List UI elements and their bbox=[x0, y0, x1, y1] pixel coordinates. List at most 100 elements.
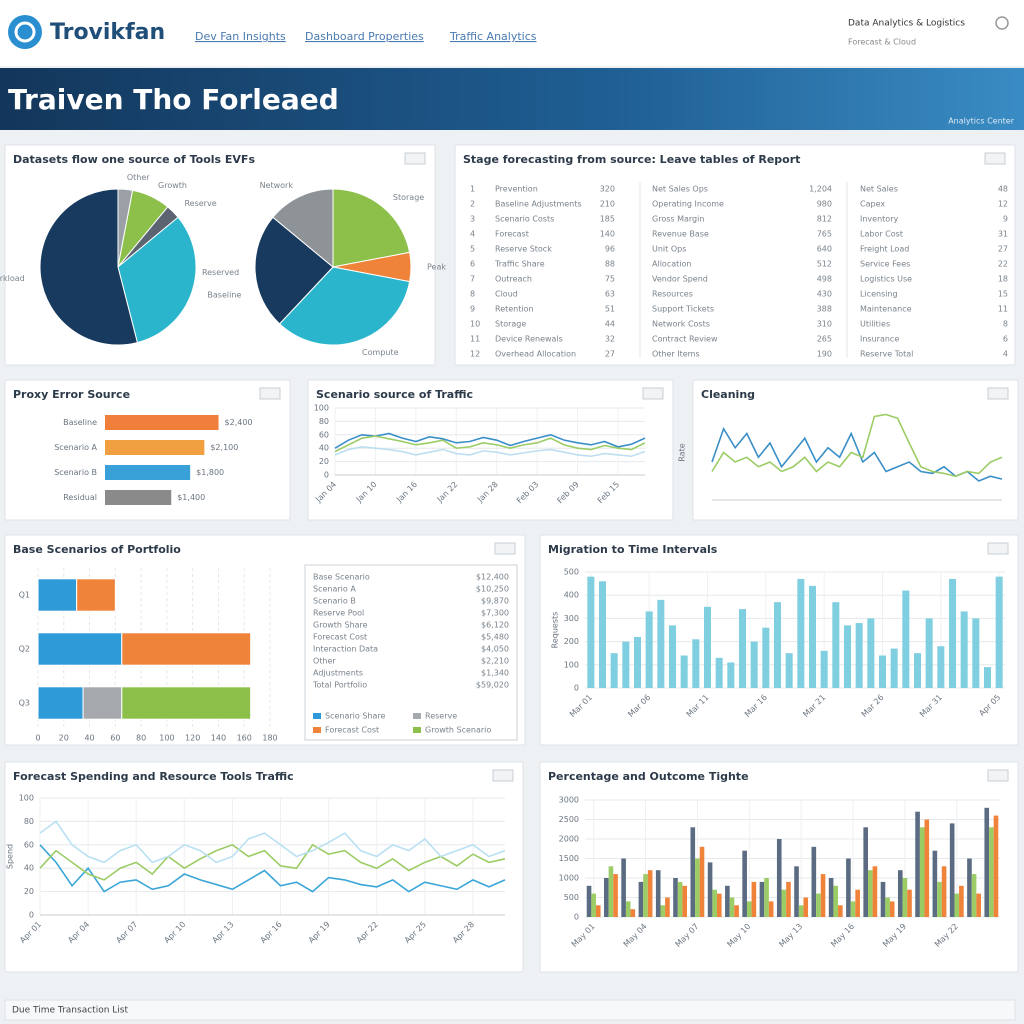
table-cell: 32 bbox=[605, 335, 615, 344]
table-cell: Support Tickets bbox=[652, 305, 714, 314]
bar bbox=[785, 653, 793, 688]
y-tick-label: 40 bbox=[24, 864, 34, 873]
side-table-cell: $9,870 bbox=[481, 597, 509, 606]
line-series bbox=[711, 426, 1003, 482]
bar bbox=[995, 576, 1003, 688]
nav-link[interactable]: Dev Fan Insights bbox=[195, 30, 286, 43]
table-cell: 63 bbox=[605, 290, 615, 299]
pie-slice bbox=[332, 188, 411, 268]
bar bbox=[976, 893, 981, 917]
y-tick-label: 0 bbox=[324, 471, 329, 480]
nav-link[interactable]: Traffic Analytics bbox=[449, 30, 537, 43]
bar bbox=[673, 878, 678, 917]
table-cell: Reserve Total bbox=[860, 350, 913, 359]
bar-segment bbox=[37, 578, 78, 612]
bar bbox=[587, 576, 595, 688]
panel bbox=[307, 379, 674, 521]
side-table-cell: $6,120 bbox=[481, 621, 509, 630]
table-cell: 640 bbox=[817, 245, 832, 254]
panel-menu-button[interactable] bbox=[642, 387, 664, 400]
panel-menu-button[interactable] bbox=[259, 387, 281, 400]
category-label: Scenario A bbox=[54, 443, 97, 452]
bar bbox=[599, 581, 606, 688]
table-cell: 1,204 bbox=[809, 185, 832, 194]
category-label: Q3 bbox=[19, 699, 30, 708]
panel-title: Scenario source of Traffic bbox=[316, 388, 473, 401]
table-cell: Other Items bbox=[652, 350, 700, 359]
logo-icon[interactable] bbox=[8, 15, 42, 49]
bar bbox=[844, 625, 851, 688]
y-tick-label: 1000 bbox=[559, 874, 579, 883]
y-tick-label: 100 bbox=[314, 404, 329, 413]
panel-menu-button[interactable] bbox=[404, 152, 426, 165]
value-label: $2,400 bbox=[225, 418, 253, 427]
line-series bbox=[334, 435, 646, 453]
bar bbox=[105, 490, 172, 505]
table-cell: 7 bbox=[470, 275, 475, 284]
account-name[interactable]: Data Analytics & Logistics bbox=[848, 19, 965, 29]
line-series bbox=[39, 843, 506, 881]
x-tick-label: 40 bbox=[84, 734, 94, 743]
table-cell: Reserve Stock bbox=[495, 245, 552, 254]
bar bbox=[692, 639, 700, 688]
top-bar bbox=[0, 0, 1024, 66]
side-table-cell: Reserve Pool bbox=[313, 609, 364, 618]
table-cell: Revenue Base bbox=[652, 230, 709, 239]
table-cell: 388 bbox=[817, 305, 832, 314]
bar bbox=[655, 870, 661, 917]
x-tick-label: 140 bbox=[211, 734, 226, 743]
line-series bbox=[39, 820, 506, 864]
table-cell: 10 bbox=[470, 320, 480, 329]
panel bbox=[4, 761, 524, 973]
panel-menu-button[interactable] bbox=[494, 542, 516, 555]
settings-icon[interactable] bbox=[995, 16, 1009, 30]
panel-menu-button[interactable] bbox=[492, 769, 514, 782]
table-cell: Scenario Costs bbox=[495, 215, 554, 224]
y-axis-label: Rate bbox=[678, 443, 687, 461]
bar bbox=[811, 846, 817, 917]
panel-menu-button[interactable] bbox=[984, 152, 1006, 165]
bar bbox=[984, 667, 991, 688]
nav-link[interactable]: Dashboard Properties bbox=[305, 30, 424, 43]
table-cell: 88 bbox=[605, 260, 615, 269]
bar bbox=[613, 874, 618, 917]
table-cell: Utilities bbox=[860, 320, 890, 329]
panel-menu-button[interactable] bbox=[987, 769, 1009, 782]
panel-menu-button[interactable] bbox=[987, 387, 1009, 400]
legend-swatch bbox=[313, 727, 321, 733]
table-cell: 9 bbox=[1003, 215, 1008, 224]
bar bbox=[647, 870, 653, 917]
bar bbox=[993, 815, 999, 917]
bar bbox=[949, 578, 956, 688]
y-tick-label: 400 bbox=[564, 591, 579, 600]
panel-menu-button[interactable] bbox=[987, 542, 1009, 555]
y-tick-label: 3000 bbox=[559, 796, 579, 805]
table-cell: 12 bbox=[470, 350, 480, 359]
bar bbox=[889, 901, 895, 917]
bar bbox=[781, 889, 787, 917]
bar bbox=[960, 611, 968, 688]
bar bbox=[828, 878, 834, 917]
table-cell: 12 bbox=[998, 200, 1008, 209]
y-tick-label: 60 bbox=[319, 430, 329, 439]
table-cell: Traffic Share bbox=[494, 260, 545, 269]
bar bbox=[941, 866, 947, 917]
table-cell: Baseline Adjustments bbox=[495, 200, 582, 209]
table-cell: Unit Ops bbox=[652, 245, 686, 254]
table-cell: Capex bbox=[860, 200, 885, 209]
panel-title: Cleaning bbox=[701, 388, 755, 401]
table-cell: Maintenance bbox=[860, 305, 912, 314]
table-cell: Retention bbox=[495, 305, 534, 314]
bar bbox=[638, 881, 644, 917]
bar bbox=[919, 827, 925, 917]
panel bbox=[692, 379, 1019, 521]
table-cell: 4 bbox=[470, 230, 475, 239]
bar bbox=[604, 878, 609, 917]
logo-text[interactable]: Trovikfan bbox=[50, 20, 165, 45]
panel-title: Migration to Time Intervals bbox=[548, 543, 718, 556]
bar bbox=[937, 646, 945, 688]
side-table-cell: Scenario A bbox=[313, 585, 356, 594]
table-cell: 3 bbox=[470, 215, 475, 224]
bar bbox=[746, 901, 752, 917]
category-label: Baseline bbox=[63, 418, 97, 427]
